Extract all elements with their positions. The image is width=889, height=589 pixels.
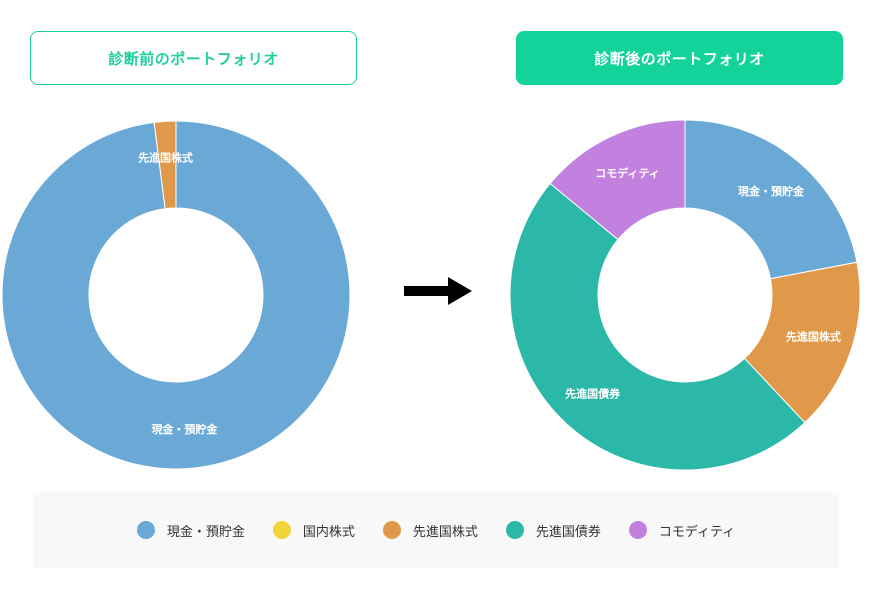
donut-slice[interactable] xyxy=(1,120,351,470)
slice-label: 先進国債券 xyxy=(565,386,621,400)
legend-dot-icon xyxy=(136,521,155,539)
legend-dot-icon xyxy=(505,521,524,539)
legend-label: コモディティ xyxy=(658,524,736,540)
legend-item-domestic-stocks[interactable]: 国内株式 xyxy=(272,521,355,540)
donut-slice[interactable] xyxy=(509,182,806,471)
donut-slice[interactable] xyxy=(684,119,858,280)
before-portfolio-donut-chart: 現金・預貯金 先進国株式 xyxy=(1,120,351,470)
legend-dot-icon xyxy=(382,521,401,539)
legend-item-developed-bonds[interactable]: 先進国債券 xyxy=(505,521,601,540)
legend-label: 国内株式 xyxy=(302,524,355,540)
legend-label: 先進国債券 xyxy=(535,524,601,540)
donut-slice[interactable] xyxy=(153,120,177,210)
legend-dot-icon xyxy=(628,521,647,539)
before-chart-title: 診断前のポートフォリオ xyxy=(30,31,357,85)
legend-label: 先進国株式 xyxy=(412,524,478,540)
legend-item-cash[interactable]: 現金・預貯金 xyxy=(136,521,245,540)
legend-label: 現金・預貯金 xyxy=(166,524,245,540)
after-chart-title: 診断後のポートフォリオ xyxy=(516,31,843,85)
slice-label: 先進国株式 xyxy=(138,150,193,164)
slice-label: 現金・預貯金 xyxy=(151,422,218,436)
slice-label: 先進国株式 xyxy=(786,330,841,344)
legend-item-developed-stocks[interactable]: 先進国株式 xyxy=(382,521,478,540)
right-arrow-icon xyxy=(404,277,472,305)
slice-label: 現金・預貯金 xyxy=(738,184,805,198)
chart-legend: 現金・預貯金 国内株式 先進国株式 先進国債券 コモディティ xyxy=(33,492,839,568)
slice-label: コモディティ xyxy=(595,166,660,180)
legend-item-commodities[interactable]: コモディティ xyxy=(628,521,736,540)
legend-dot-icon xyxy=(272,521,291,539)
donut-slice[interactable] xyxy=(549,119,686,241)
